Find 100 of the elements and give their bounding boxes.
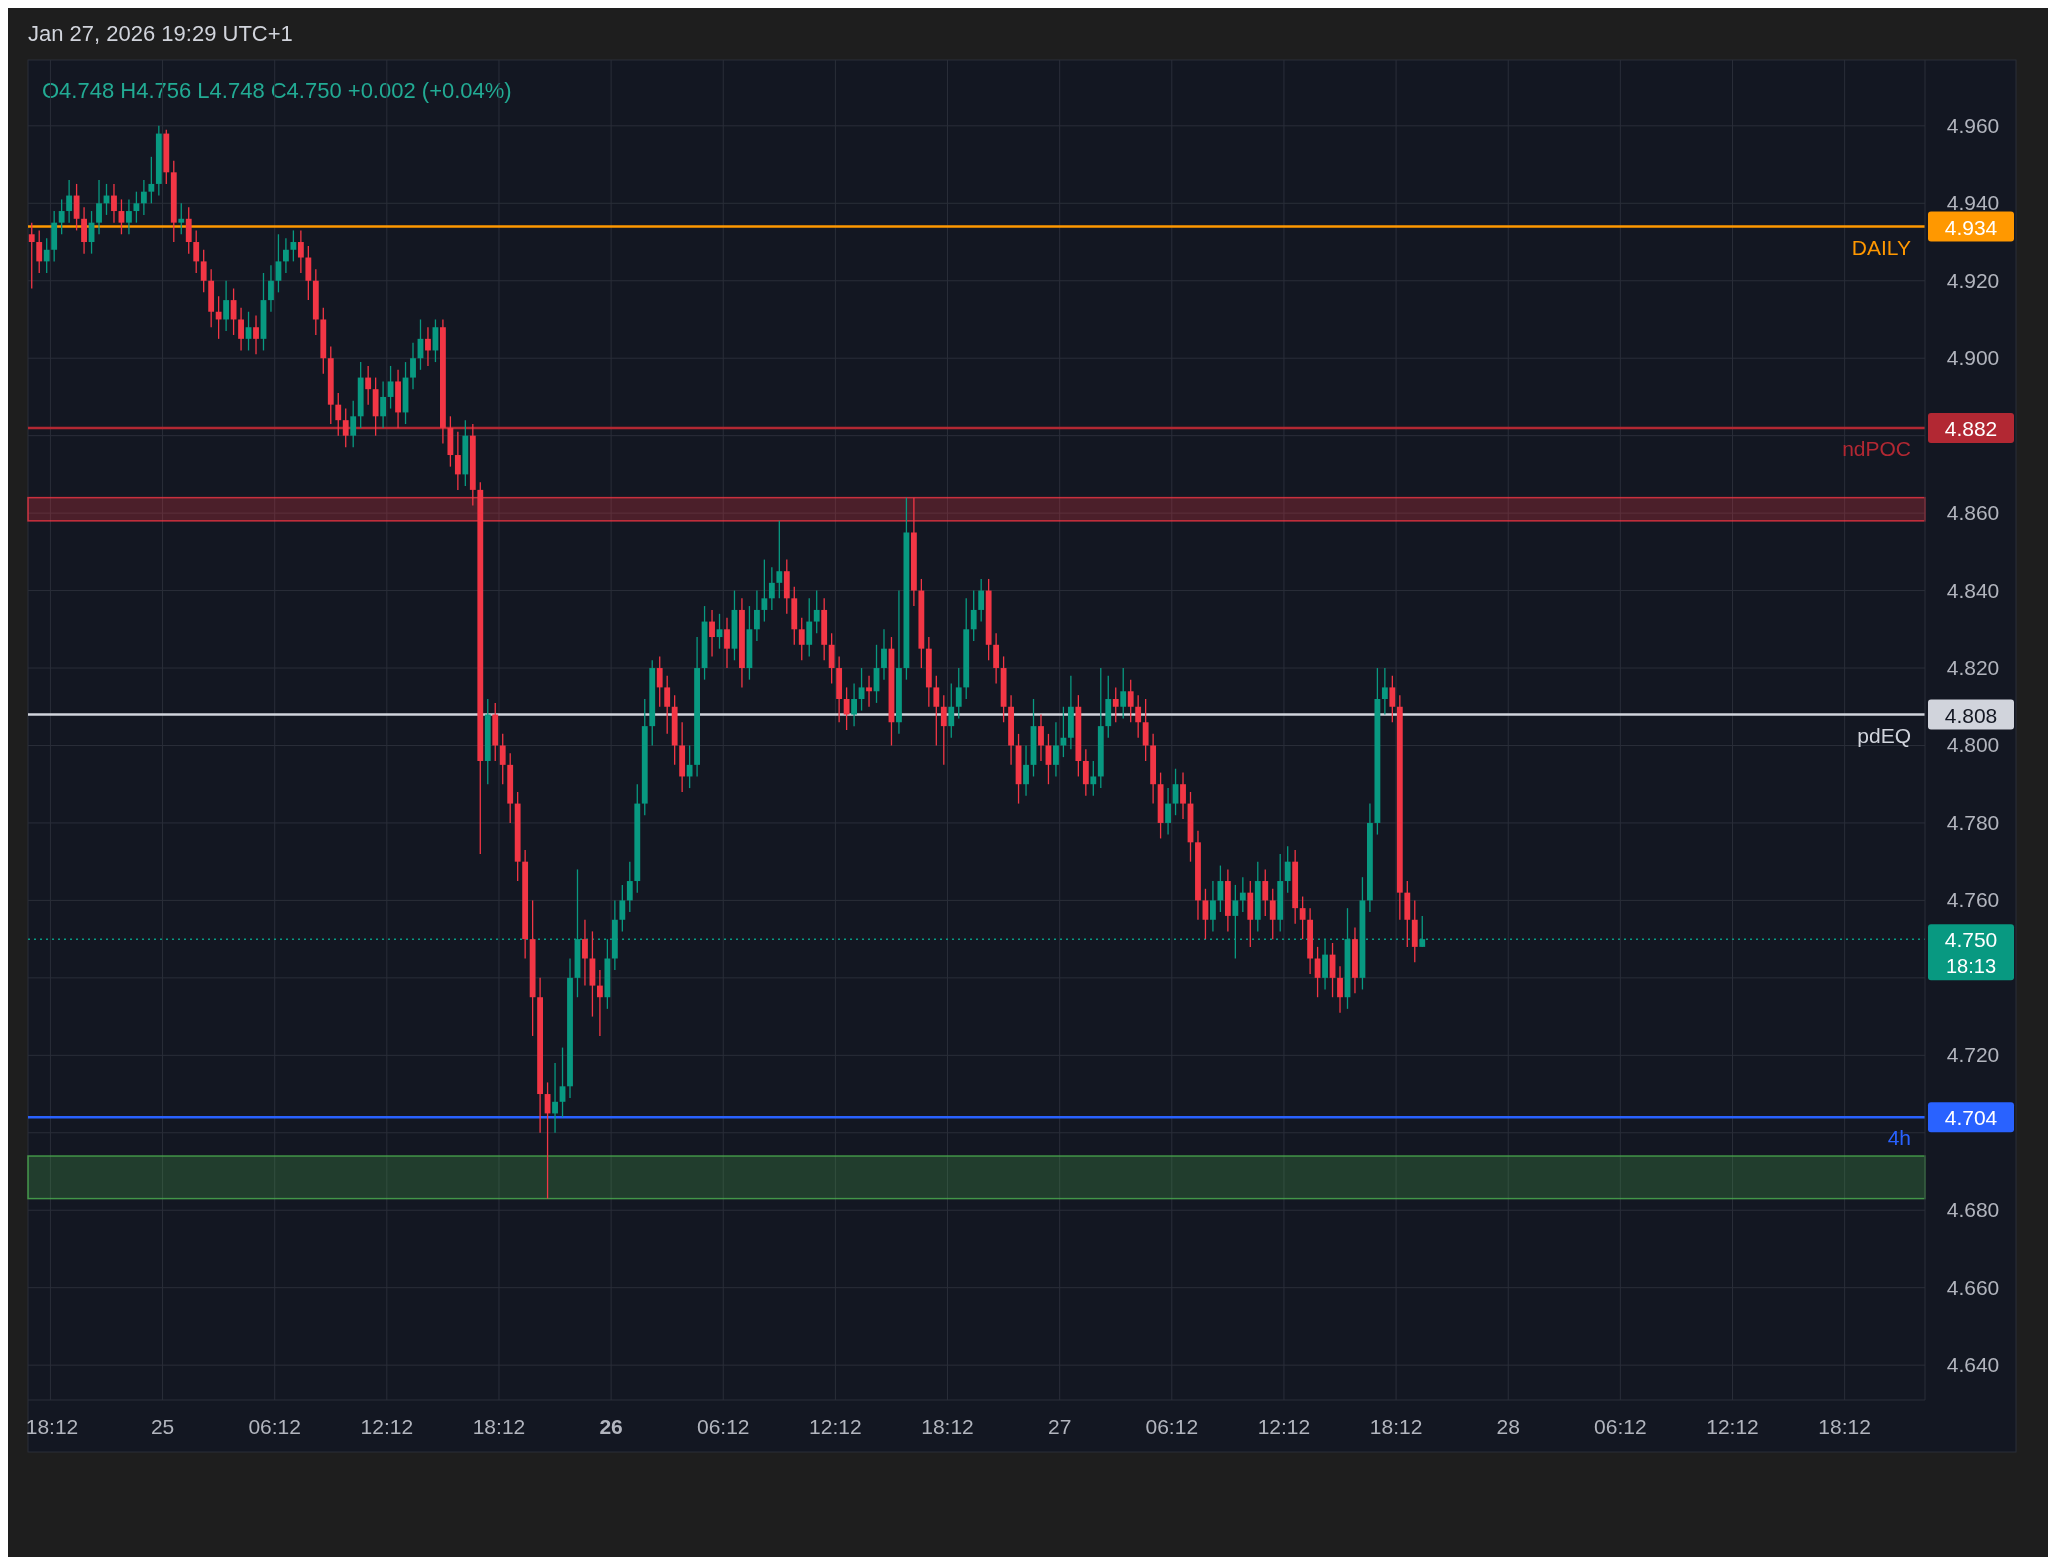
y-tick-label: 4.800 [1946, 733, 2000, 757]
annotation: O4.748 H4.756 L4.748 C4.750 +0.002 (+0.04%) [42, 78, 512, 103]
candlestick [140, 179, 147, 216]
candlestick [1127, 679, 1134, 723]
candlestick [133, 191, 140, 224]
candlestick [193, 229, 200, 274]
candlestick [724, 617, 730, 669]
y-tick-label: 4.860 [1946, 501, 2000, 525]
candlestick [851, 682, 857, 727]
candlestick [1090, 760, 1097, 797]
text: 4.750 [1944, 928, 1998, 952]
text: Jan 27, 2026 19:29 UTC+1 [28, 21, 293, 46]
candlestick [619, 884, 626, 933]
x-tick-label: 12:12 [360, 1415, 414, 1438]
candlestick [1284, 845, 1291, 894]
candlestick [993, 632, 1000, 685]
x-tick-label: 12:12 [1706, 1415, 1759, 1438]
ref-line-label: pdEQ [1857, 723, 1911, 747]
candlestick [582, 919, 588, 987]
candlestick [297, 229, 304, 274]
candlestick [111, 183, 117, 224]
candlestick [342, 407, 349, 448]
candlestick [1210, 880, 1216, 933]
x-tick-label: 12:12 [809, 1415, 862, 1438]
candlestick [978, 578, 985, 623]
y-tick-label: 4.900 [1946, 346, 2000, 370]
candlestick [73, 183, 80, 232]
candlestick [1082, 748, 1089, 797]
candlestick [1120, 667, 1127, 720]
candlestick [1023, 744, 1029, 797]
candlestick [43, 237, 50, 274]
candlestick [290, 229, 297, 263]
ref-line-label: ndPOC [1842, 436, 1911, 460]
candlestick [1142, 698, 1149, 762]
candlestick [335, 392, 342, 437]
candlestick [828, 632, 835, 685]
text: 4.882 [1944, 416, 1998, 440]
x-tick-label: 18:12 [472, 1415, 526, 1438]
x-tick-label: 18:12 [25, 1415, 79, 1438]
candlestick [866, 675, 872, 708]
x-tick-label: 06:12 [1145, 1415, 1199, 1438]
text: 4.704 [1944, 1106, 1998, 1130]
x-tick-label: 06:12 [696, 1415, 750, 1438]
x-tick-label: 26 [599, 1415, 623, 1438]
candlestick [58, 198, 65, 235]
candlestick [268, 264, 274, 313]
candlestick [1389, 675, 1396, 723]
text: 4.934 [1944, 215, 1998, 239]
text: 4.808 [1944, 703, 1998, 727]
y-tick-label: 4.840 [1946, 578, 2000, 602]
candlestick [1060, 706, 1067, 758]
candlestick [1337, 965, 1343, 1014]
ref-line-label: DAILY [1851, 235, 1911, 259]
y-tick-label: 4.780 [1946, 810, 2000, 834]
candlestick [664, 675, 671, 735]
ref-line-label: 4h [1887, 1126, 1911, 1150]
x-tick-label: 06:12 [248, 1415, 301, 1438]
candlestick [843, 686, 850, 731]
x-tick-label: 18:12 [1369, 1415, 1423, 1438]
candlestick [178, 202, 185, 235]
x-tick-label: 18:12 [1818, 1415, 1871, 1438]
candlestick [1053, 721, 1059, 778]
candlestick [552, 1062, 558, 1134]
candlestick [200, 249, 207, 294]
candlestick [410, 342, 416, 390]
candlestick [761, 558, 768, 623]
x-tick-label: 18:12 [921, 1415, 974, 1438]
candlestick [96, 179, 102, 235]
candlestick [626, 861, 633, 913]
y-tick-label: 4.760 [1946, 888, 2000, 912]
candlestick [365, 365, 372, 406]
y-tick-label: 4.920 [1946, 268, 2000, 292]
candlestick [305, 245, 312, 301]
candlestick [768, 566, 775, 611]
candlestick [126, 198, 132, 235]
candlestick [1217, 864, 1224, 913]
candlestick [970, 589, 977, 642]
candlestick [1269, 888, 1276, 940]
candlestick [350, 400, 357, 448]
candlestick [806, 597, 813, 658]
x-tick-label: 06:12 [1594, 1415, 1647, 1438]
candlestick [709, 609, 715, 658]
y-tick-label: 4.960 [1946, 113, 2000, 137]
candlestick [881, 628, 887, 681]
candlestick [776, 520, 783, 599]
candlestick [380, 380, 387, 429]
candlestick [1239, 876, 1246, 913]
candlestick [253, 314, 259, 355]
candlestick [955, 667, 962, 720]
candlestick [223, 280, 230, 332]
candlestick [686, 744, 693, 789]
candlestick [1180, 771, 1186, 820]
y-tick-label: 4.820 [1946, 656, 2000, 680]
candlestick [238, 307, 244, 352]
candlestick [948, 682, 955, 739]
candlestick [933, 675, 940, 747]
candlestick [940, 694, 947, 766]
candlestick [454, 431, 461, 491]
candlestick [596, 969, 603, 1037]
y-tick-label: 4.660 [1946, 1275, 2000, 1299]
